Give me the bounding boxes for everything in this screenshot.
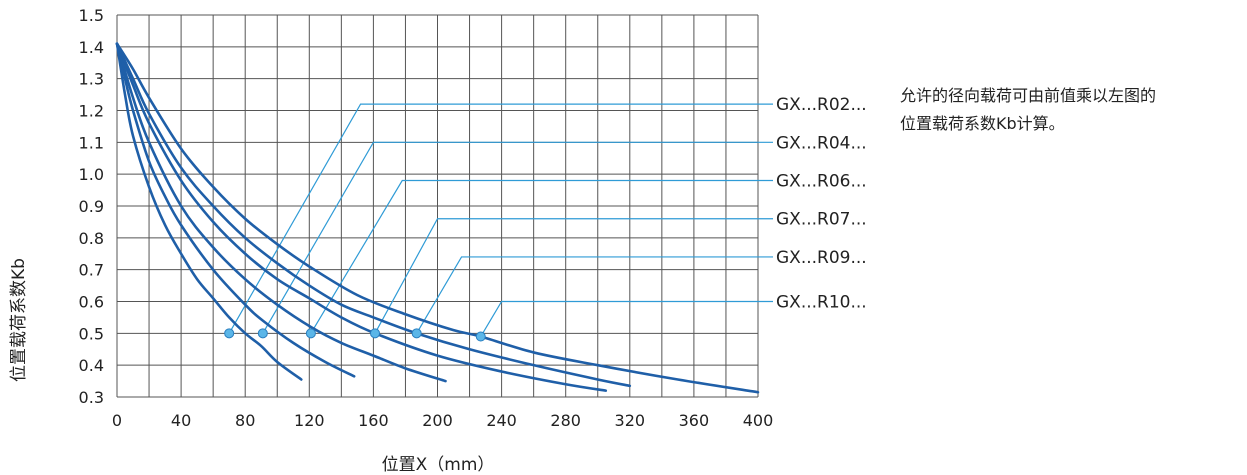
x-tick-label: 280 (550, 411, 581, 430)
series-labels: GX...R02... GX...R04... GX...R06... GX...R0… (776, 95, 867, 312)
series-curve (115, 42, 632, 388)
leader-line (416, 256, 773, 334)
series-label: GX...R02... (776, 95, 867, 115)
leader-line (228, 103, 773, 334)
y-tick-label: 0.3 (79, 388, 104, 407)
x-axis-title: 位置X（mm） (382, 455, 495, 475)
x-tick-label: 200 (422, 411, 453, 430)
chart: 0 40 80 120 160 200 240 280 320 360 400 0.3 0.4 0.5 0.… (9, 6, 867, 475)
series-marker (411, 328, 422, 339)
series-marker (224, 328, 235, 339)
y-tick-label: 0.7 (79, 261, 104, 280)
y-axis-title: 位置载荷系数Kb (9, 258, 29, 382)
y-tick-label: 0.6 (79, 293, 104, 312)
series-label: GX...R10... (776, 293, 867, 313)
series-label: GX...R09... (776, 248, 867, 268)
y-tick-label: 0.8 (79, 229, 104, 248)
leader-lines (228, 103, 773, 337)
series-curve (115, 42, 356, 378)
leader-line (310, 179, 773, 334)
series-curve (115, 42, 447, 383)
y-tick-label: 1.4 (79, 38, 104, 57)
x-tick-label: 80 (235, 411, 255, 430)
tick-labels: 0 40 80 120 160 200 240 280 320 360 400 0.3 0.4 0.5 0.… (79, 6, 774, 430)
leader-line (262, 141, 773, 334)
note-line-2: 位置载荷系数Kb计算。 (900, 114, 1065, 133)
x-tick-label: 160 (358, 411, 389, 430)
y-tick-label: 1.0 (79, 165, 104, 184)
x-tick-label: 40 (171, 411, 191, 430)
x-tick-label: 0 (112, 411, 122, 430)
series-label: GX...R06... (776, 172, 867, 192)
series-label: GX...R04... (776, 133, 867, 153)
curves (115, 42, 760, 394)
leader-line (374, 218, 773, 334)
x-tick-label: 400 (743, 411, 774, 430)
y-tick-label: 0.5 (79, 324, 104, 343)
series-curve (115, 42, 760, 394)
leader-line (480, 300, 773, 337)
y-tick-label: 1.5 (79, 6, 104, 25)
grid (116, 14, 759, 398)
series-marker (305, 328, 316, 339)
series-marker (257, 328, 268, 339)
note: 允许的径向载荷可由前值乘以左图的 位置载荷系数Kb计算。 (900, 82, 1240, 138)
y-tick-label: 0.9 (79, 197, 104, 216)
y-tick-label: 1.3 (79, 70, 104, 89)
y-tick-label: 1.2 (79, 102, 104, 121)
series-curve (115, 42, 303, 381)
y-tick-label: 0.4 (79, 356, 104, 375)
y-tick-label: 1.1 (79, 133, 104, 152)
x-tick-label: 360 (679, 411, 710, 430)
note-line-1: 允许的径向载荷可由前值乘以左图的 (900, 86, 1157, 105)
series-marker (475, 331, 486, 342)
series-marker (370, 328, 381, 339)
series-curve (115, 42, 608, 392)
x-tick-label: 120 (294, 411, 325, 430)
series-label: GX...R07... (776, 210, 867, 230)
markers (224, 328, 486, 342)
x-tick-label: 320 (615, 411, 646, 430)
x-tick-label: 240 (486, 411, 517, 430)
